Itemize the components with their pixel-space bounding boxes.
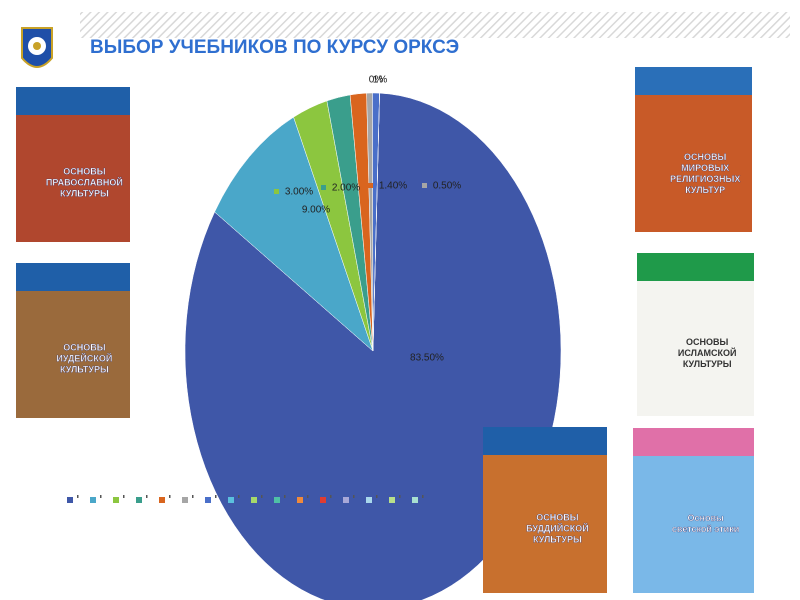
- legend-swatch: [366, 497, 372, 503]
- book-band: [637, 253, 754, 281]
- legend-swatch: [182, 497, 188, 503]
- label-key: [368, 183, 373, 188]
- legend: [67, 495, 424, 503]
- pie-slice: [214, 116, 374, 352]
- book-title: КУЛЬТУРЫ: [60, 189, 109, 199]
- data-label: 83.50%: [410, 353, 444, 364]
- legend-tick: [192, 495, 194, 498]
- book-band: [16, 87, 130, 115]
- legend-swatch: [67, 497, 73, 503]
- slide-title: ВЫБОР УЧЕБНИКОВ ПО КУРСУ ОРКСЭ: [90, 37, 459, 58]
- book-title: светской этики: [672, 524, 739, 534]
- book-title: ИСЛАМСКОЙ: [678, 347, 737, 358]
- legend-swatch: [320, 497, 326, 503]
- legend-tick: [146, 495, 148, 498]
- legend-tick: [261, 495, 263, 498]
- header-band: [80, 12, 790, 38]
- legend-tick: [77, 495, 79, 498]
- data-label: 9.00%: [302, 205, 330, 216]
- book-title: КУЛЬТУР: [685, 185, 725, 195]
- data-label: 2.00%: [332, 183, 360, 194]
- label-key: [274, 189, 279, 194]
- book-title: ОСНОВЫ: [684, 152, 726, 162]
- book-title: ОСНОВЫ: [63, 343, 105, 353]
- legend-swatch: [136, 497, 142, 503]
- book-title: Основы: [688, 513, 724, 523]
- legend-swatch: [90, 497, 96, 503]
- data-label: 1%: [373, 75, 388, 86]
- data-label: 1.40%: [379, 181, 407, 192]
- book-title: КУЛЬТУРЫ: [533, 535, 582, 545]
- book-band: [635, 67, 752, 95]
- book-title: КУЛЬТУРЫ: [60, 365, 109, 375]
- legend-tick: [330, 495, 332, 498]
- book-title: РЕЛИГИОЗНЫХ: [670, 174, 740, 184]
- book-title: МИРОВЫХ: [681, 163, 729, 173]
- legend-tick: [376, 495, 378, 498]
- legend-tick: [238, 495, 240, 498]
- book-band: [633, 428, 754, 456]
- book-title: КУЛЬТУРЫ: [683, 359, 732, 369]
- legend-tick: [169, 495, 171, 498]
- book-title: ОСНОВЫ: [686, 337, 728, 347]
- logo: [21, 27, 53, 68]
- books: ОСНОВЫПРАВОСЛАВНОЙКУЛЬТУРЫОСНОВЫИУДЕЙСКО…: [16, 67, 754, 593]
- legend-swatch: [412, 497, 418, 503]
- book-title: ПРАВОСЛАВНОЙ: [46, 177, 123, 188]
- legend-tick: [123, 495, 125, 498]
- legend-swatch: [205, 497, 211, 503]
- book-title: БУДДИЙСКОЙ: [526, 523, 589, 534]
- data-label: 0.50%: [433, 181, 461, 192]
- legend-tick: [399, 495, 401, 498]
- legend-tick: [353, 495, 355, 498]
- legend-swatch: [297, 497, 303, 503]
- legend-swatch: [389, 497, 395, 503]
- book-title: ОСНОВЫ: [63, 167, 105, 177]
- legend-swatch: [159, 497, 165, 503]
- legend-tick: [100, 495, 102, 498]
- legend-tick: [215, 495, 217, 498]
- pie-slice: [184, 92, 562, 600]
- legend-tick: [422, 495, 424, 498]
- data-label: 3.00%: [285, 187, 313, 198]
- book-band: [483, 427, 607, 455]
- pie: 83.50% 9.00% 3.00% 2.00% 1.40% 0.50% 1%0%: [184, 75, 562, 600]
- book-band: [16, 263, 130, 291]
- legend-tick: [284, 495, 286, 498]
- data-label: 0%: [369, 75, 384, 86]
- legend-swatch: [343, 497, 349, 503]
- legend-swatch: [274, 497, 280, 503]
- legend-swatch: [251, 497, 257, 503]
- legend-tick: [307, 495, 309, 498]
- book-title: ОСНОВЫ: [536, 513, 578, 523]
- legend-swatch: [228, 497, 234, 503]
- label-key: [321, 185, 326, 190]
- legend-swatch: [113, 497, 119, 503]
- label-key: [422, 183, 427, 188]
- book-title: ИУДЕЙСКОЙ: [56, 353, 112, 364]
